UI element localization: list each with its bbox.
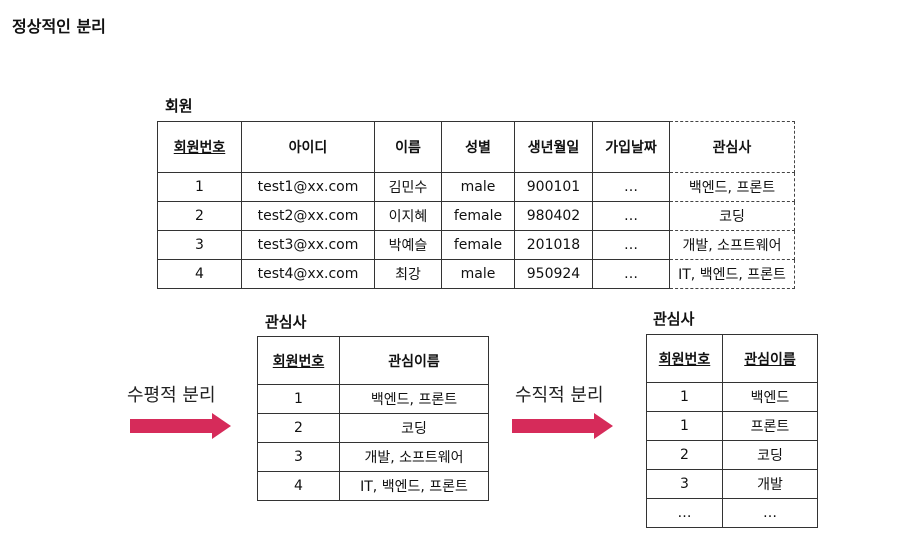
page-title: 정상적인 분리 bbox=[12, 17, 106, 36]
table-cell: 김민수 bbox=[374, 172, 442, 202]
table-cell: 1 bbox=[646, 382, 723, 412]
table-cell: … bbox=[592, 201, 670, 231]
table-cell: 코딩 bbox=[722, 440, 818, 470]
table-row: 1 test1@xx.com 김민수 male 900101… 백엔드, 프론트 bbox=[157, 172, 795, 202]
table-row: 3 test3@xx.com 박예슬 female 201018… 개발, 소프트웨어 bbox=[157, 230, 795, 260]
right-arrow-icon bbox=[130, 413, 231, 439]
table-cell: 900101 bbox=[514, 172, 593, 202]
header-member-no: 회원번호 bbox=[157, 121, 242, 173]
table-cell: 코딩 bbox=[669, 201, 795, 231]
table-cell: … bbox=[646, 498, 723, 528]
table-cell: 3 bbox=[157, 230, 242, 260]
table-cell: 2 bbox=[646, 440, 723, 470]
table-row: 2 코딩 bbox=[257, 413, 489, 443]
table-cell: 백엔드, 프론트 bbox=[669, 172, 795, 202]
table-cell: male bbox=[441, 259, 515, 289]
table-cell: test1@xx.com bbox=[241, 172, 375, 202]
table-cell: 1 bbox=[157, 172, 242, 202]
vertical-split-label: 수직적 분리 bbox=[515, 385, 604, 406]
right-arrow-icon bbox=[512, 413, 613, 439]
member-table-caption: 회원 bbox=[165, 97, 193, 115]
table-row: 2 test2@xx.com 이지혜 female 980402… 코딩 bbox=[157, 201, 795, 231]
table-row: 3 개발, 소프트웨어 bbox=[257, 442, 489, 472]
vertical-table-caption: 관심사 bbox=[653, 310, 695, 328]
table-cell: 프론트 bbox=[722, 411, 818, 441]
header-join-date: 가입날짜 bbox=[592, 121, 670, 173]
table-row: 1 백엔드 bbox=[646, 382, 818, 412]
table-cell: test2@xx.com bbox=[241, 201, 375, 231]
table-row: 4 IT, 백엔드, 프론트 bbox=[257, 471, 489, 501]
table-cell: 3 bbox=[646, 469, 723, 499]
table-cell: 박예슬 bbox=[374, 230, 442, 260]
horizontal-split-label: 수평적 분리 bbox=[127, 385, 216, 406]
table-cell: test4@xx.com bbox=[241, 259, 375, 289]
table-cell: 이지혜 bbox=[374, 201, 442, 231]
member-table: 회원번호 아이디 이름 성별 생년월일 가입날짜 관심사 1 test1@xx.c… bbox=[157, 121, 795, 289]
header-member-no: 회원번호 bbox=[257, 336, 340, 385]
table-cell: 950924 bbox=[514, 259, 593, 289]
header-interest-name: 관심이름 bbox=[722, 334, 818, 383]
table-cell: … bbox=[592, 172, 670, 202]
table-cell: 개발, 소프트웨어 bbox=[669, 230, 795, 260]
table-cell: 개발, 소프트웨어 bbox=[339, 442, 489, 472]
table-cell: 백엔드 bbox=[722, 382, 818, 412]
table-row: 1 백엔드, 프론트 bbox=[257, 384, 489, 414]
table-header-row: 회원번호 아이디 이름 성별 생년월일 가입날짜 관심사 bbox=[157, 121, 795, 173]
header-member-no: 회원번호 bbox=[646, 334, 723, 383]
table-cell: male bbox=[441, 172, 515, 202]
table-cell: 3 bbox=[257, 442, 340, 472]
table-cell: 4 bbox=[257, 471, 340, 501]
table-cell: 백엔드, 프론트 bbox=[339, 384, 489, 414]
table-row: 3 개발 bbox=[646, 469, 818, 499]
table-cell: 2 bbox=[157, 201, 242, 231]
header-interest: 관심사 bbox=[669, 121, 795, 173]
header-name: 이름 bbox=[374, 121, 442, 173]
table-cell: 1 bbox=[257, 384, 340, 414]
vertical-interest-table: 회원번호 관심이름 1 백엔드 1 프론트 2 코딩 3 개발…… bbox=[646, 334, 818, 528]
table-cell: … bbox=[722, 498, 818, 528]
table-cell: 2 bbox=[257, 413, 340, 443]
table-cell: 최강 bbox=[374, 259, 442, 289]
table-cell: … bbox=[592, 259, 670, 289]
table-row: 2 코딩 bbox=[646, 440, 818, 470]
header-birth: 생년월일 bbox=[514, 121, 593, 173]
table-cell: 201018 bbox=[514, 230, 593, 260]
header-id: 아이디 bbox=[241, 121, 375, 173]
horizontal-interest-table: 회원번호 관심이름 1 백엔드, 프론트 2 코딩 3 개발, 소프트웨어 4 IT, 백엔드,… bbox=[257, 336, 489, 501]
table-cell: 코딩 bbox=[339, 413, 489, 443]
table-cell: 개발 bbox=[722, 469, 818, 499]
table-row: …… bbox=[646, 498, 818, 528]
table-cell: test3@xx.com bbox=[241, 230, 375, 260]
table-cell: … bbox=[592, 230, 670, 260]
table-row: 4 test4@xx.com 최강 male 950924… IT, 백엔드, 프론트 bbox=[157, 259, 795, 289]
table-cell: female bbox=[441, 230, 515, 260]
horizontal-table-caption: 관심사 bbox=[265, 313, 307, 331]
table-cell: 1 bbox=[646, 411, 723, 441]
table-cell: 4 bbox=[157, 259, 242, 289]
table-cell: IT, 백엔드, 프론트 bbox=[339, 471, 489, 501]
header-interest-name: 관심이름 bbox=[339, 336, 489, 385]
table-cell: female bbox=[441, 201, 515, 231]
table-cell: IT, 백엔드, 프론트 bbox=[669, 259, 795, 289]
header-gender: 성별 bbox=[441, 121, 515, 173]
table-row: 1 프론트 bbox=[646, 411, 818, 441]
table-cell: 980402 bbox=[514, 201, 593, 231]
